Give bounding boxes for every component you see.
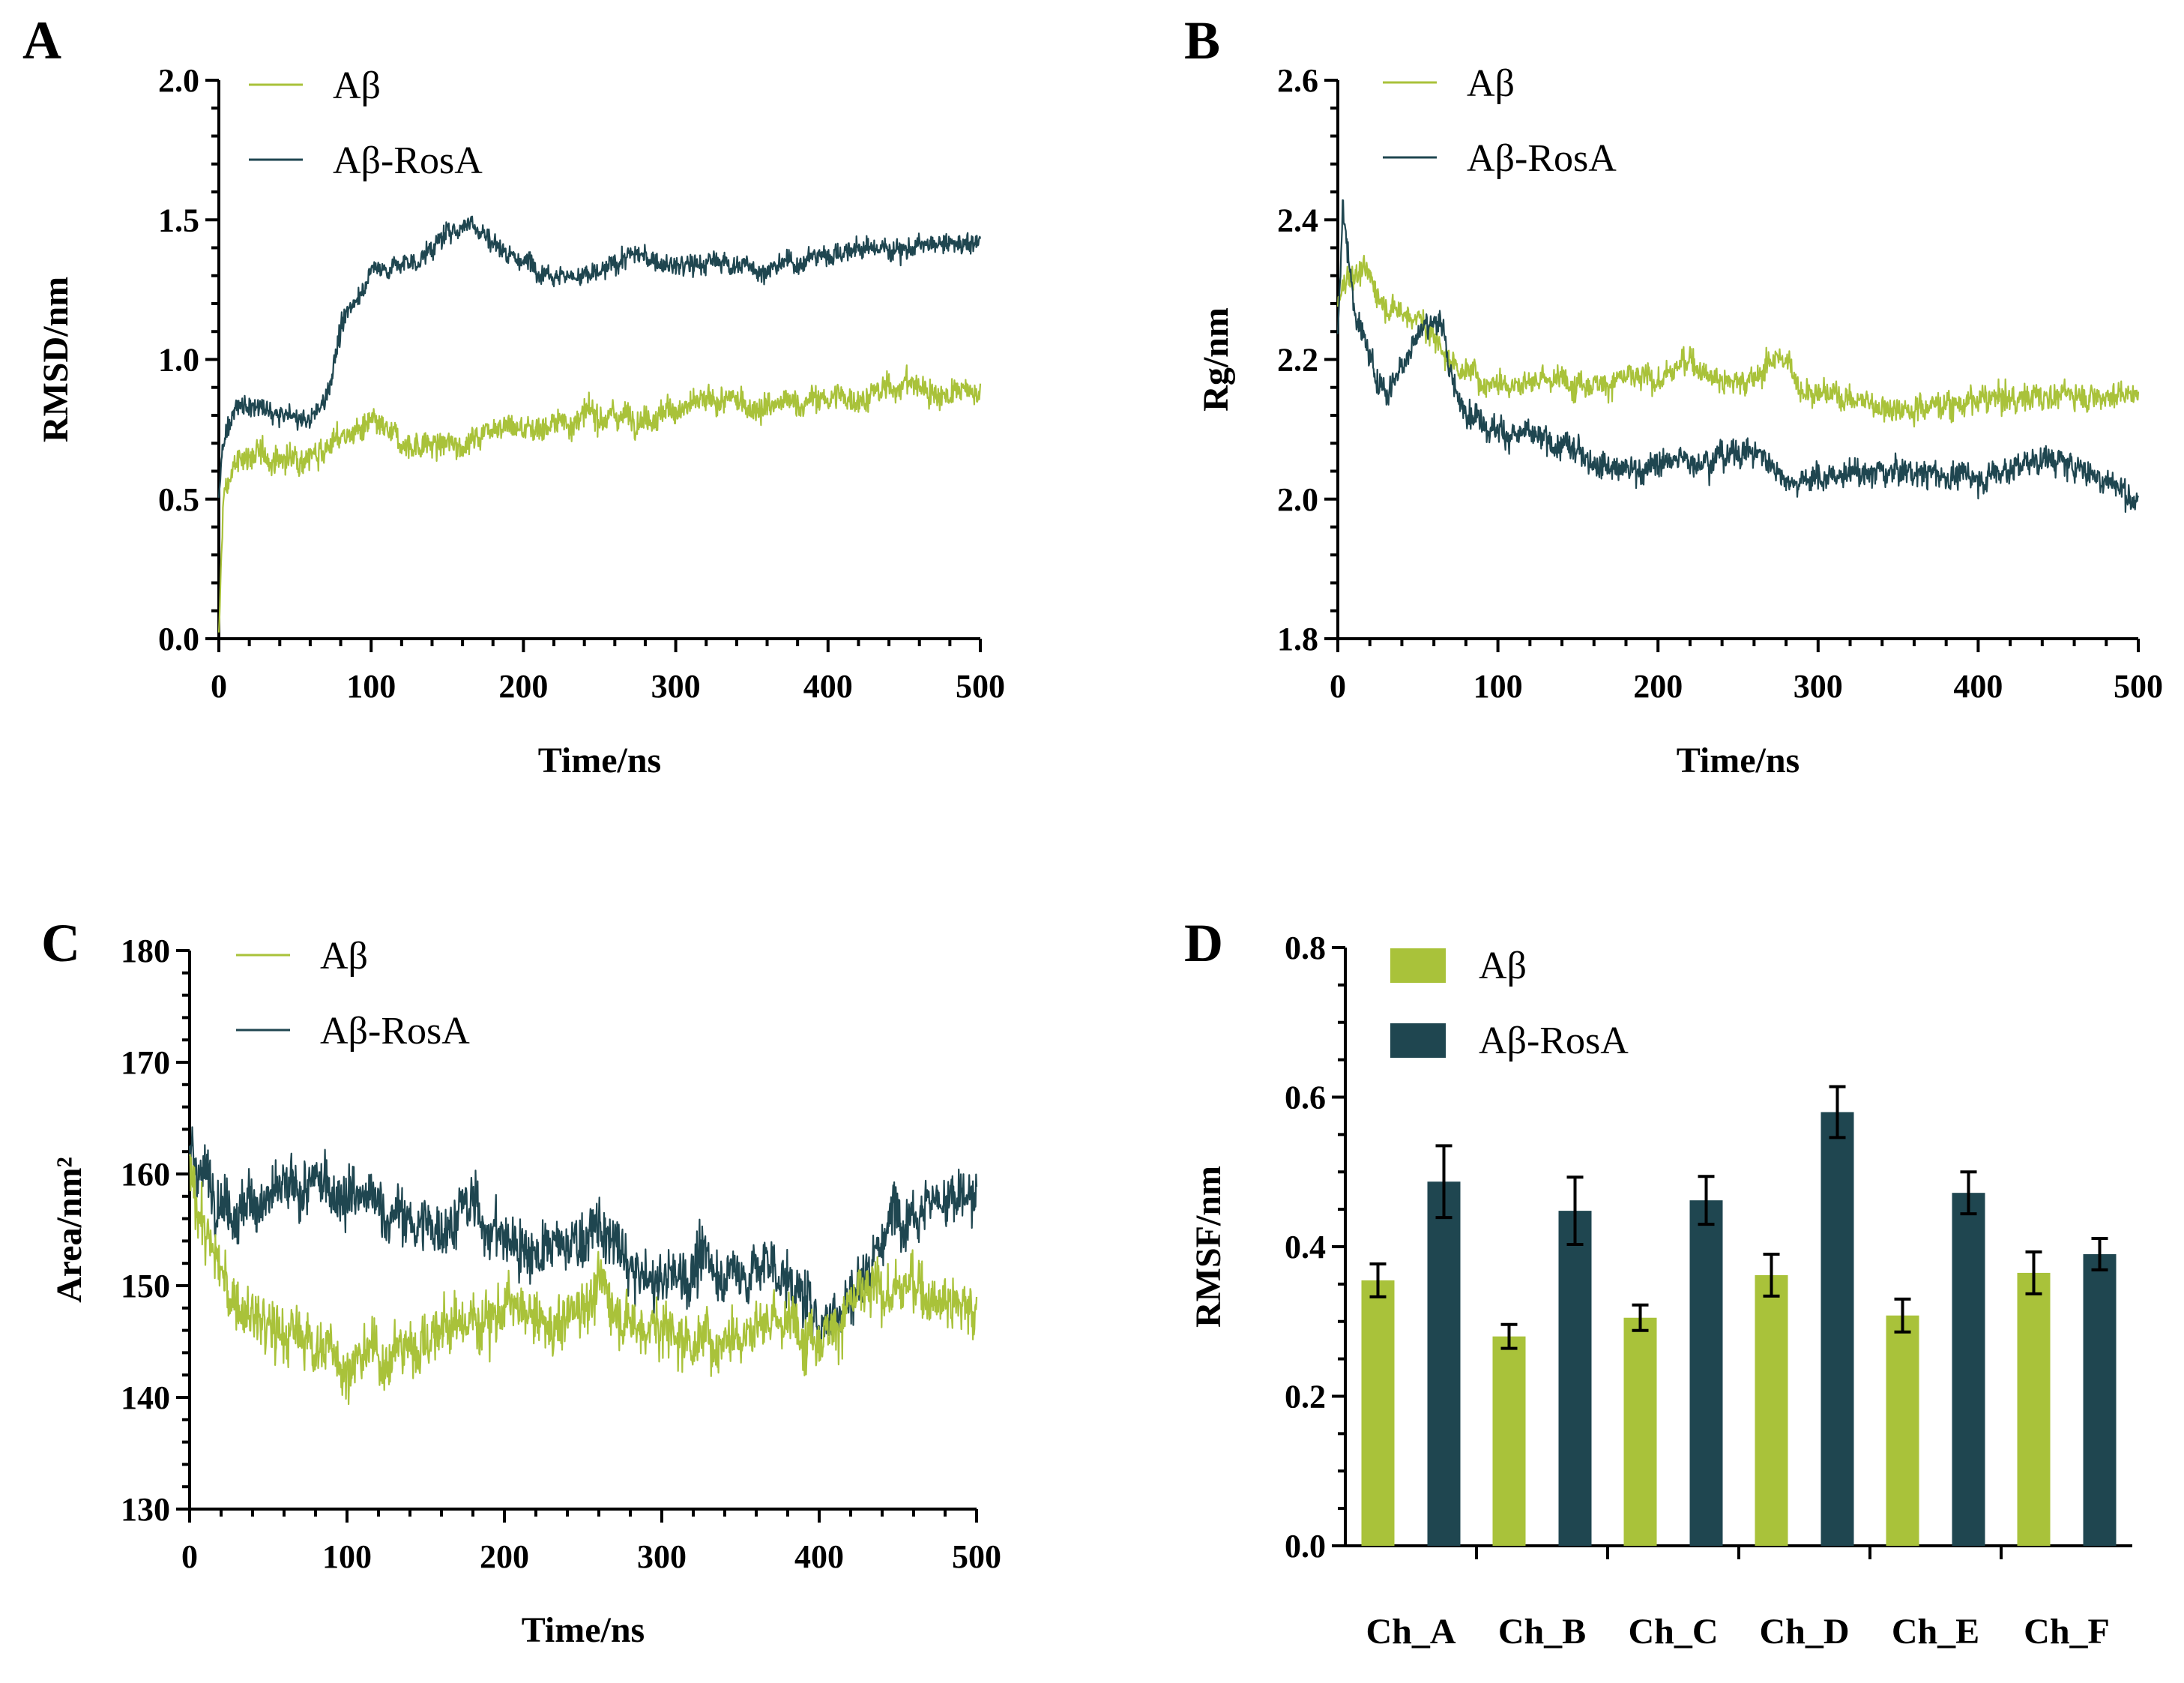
y-tick-label: 0.4 bbox=[1285, 1229, 1326, 1265]
bar-ab bbox=[1361, 1280, 1395, 1546]
legend-label: Aβ bbox=[1467, 62, 1515, 105]
bar-ab-rosa bbox=[1427, 1181, 1461, 1546]
x-tick-label: 100 bbox=[322, 1538, 372, 1575]
x-axis-title: Time/ns bbox=[1677, 741, 1800, 780]
y-axis-title: RMSD/nm bbox=[36, 277, 76, 442]
bar-ab bbox=[2017, 1272, 2051, 1546]
legend-label: Aβ-RosA bbox=[1479, 1020, 1629, 1062]
bar-ab-rosa bbox=[1689, 1200, 1723, 1546]
bar-ab bbox=[1623, 1317, 1657, 1546]
legend-label: Aβ bbox=[1479, 945, 1527, 987]
panel-letter: C bbox=[41, 913, 80, 973]
y-tick-label: 0.5 bbox=[158, 481, 199, 518]
legend-label: Aβ-RosA bbox=[333, 139, 483, 182]
x-tick-label: 100 bbox=[1473, 668, 1523, 705]
y-tick-label: 0.0 bbox=[1285, 1528, 1326, 1565]
bar-ab-rosa bbox=[2083, 1253, 2117, 1546]
panel-letter: D bbox=[1184, 913, 1223, 973]
x-category-label: Ch_E bbox=[1892, 1612, 1979, 1652]
panel-A: A 0.0 0.5 1.0 1.5 2.0 RMSD/nm 0 100 200 300 400 500 T… bbox=[22, 10, 1005, 780]
x-tick-label: 100 bbox=[346, 668, 396, 705]
series-line-ab bbox=[1336, 254, 2140, 428]
legend-label: Aβ bbox=[333, 64, 381, 107]
bar-ab-rosa bbox=[1558, 1211, 1592, 1546]
legend-label: Aβ bbox=[320, 935, 368, 978]
x-tick-label: 500 bbox=[952, 1538, 1001, 1575]
y-tick-label: 170 bbox=[121, 1044, 170, 1081]
x-tick-label: 500 bbox=[2114, 668, 2163, 705]
bar-ab bbox=[1492, 1336, 1526, 1546]
y-tick-label: 2.4 bbox=[1277, 202, 1318, 238]
y-tick-label: 150 bbox=[121, 1268, 170, 1304]
y-tick-label: 180 bbox=[121, 933, 170, 969]
legend-swatch bbox=[1390, 948, 1446, 983]
x-category-label: Ch_F bbox=[2024, 1612, 2110, 1652]
x-category-label: Ch_C bbox=[1628, 1612, 1718, 1652]
y-tick-label: 0.0 bbox=[158, 621, 199, 657]
y-tick-label: 2.6 bbox=[1277, 62, 1318, 99]
bar-ab bbox=[1755, 1274, 1788, 1546]
y-tick-label: 1.8 bbox=[1277, 621, 1318, 657]
legend-label: Aβ-RosA bbox=[1467, 137, 1617, 180]
y-tick-label: 2.0 bbox=[158, 62, 199, 99]
y-tick-label: 1.5 bbox=[158, 202, 199, 238]
panel-D: D 0.0 0.2 0.4 0.6 0.8 RMSF/nm Ch_A Ch_B Ch_C Ch_D C… bbox=[1184, 913, 2132, 1652]
y-tick-label: 0.6 bbox=[1285, 1080, 1326, 1116]
x-tick-label: 300 bbox=[651, 668, 701, 705]
panel-letter: A bbox=[22, 10, 61, 70]
x-tick-label: 400 bbox=[803, 668, 853, 705]
x-tick-label: 0 bbox=[1330, 668, 1346, 705]
y-tick-label: 140 bbox=[121, 1379, 170, 1416]
series-line-ab-rosa bbox=[217, 215, 982, 498]
y-tick-label: 0.2 bbox=[1285, 1379, 1326, 1415]
bar-ab-rosa bbox=[1952, 1193, 1985, 1546]
x-axis-title: Time/ns bbox=[538, 741, 661, 780]
x-category-label: Ch_D bbox=[1759, 1612, 1849, 1652]
x-tick-label: 300 bbox=[1794, 668, 1843, 705]
x-category-label: Ch_A bbox=[1366, 1612, 1456, 1652]
x-axis-title: Time/ns bbox=[522, 1610, 645, 1650]
series-line-ab-rosa bbox=[1336, 199, 2140, 514]
x-tick-label: 500 bbox=[956, 668, 1005, 705]
legend-swatch bbox=[1390, 1023, 1446, 1058]
x-tick-label: 0 bbox=[211, 668, 227, 705]
bar-ab-rosa bbox=[1820, 1112, 1854, 1546]
legend-label: Aβ-RosA bbox=[320, 1010, 470, 1053]
panel-B: B 1.8 2.0 2.2 2.4 2.6 Rg/nm 0 100 200 300 400 500 Tim… bbox=[1184, 10, 2163, 780]
y-tick-label: 2.0 bbox=[1277, 481, 1318, 518]
x-tick-label: 200 bbox=[498, 668, 548, 705]
series-line-ab bbox=[217, 364, 982, 633]
y-axis-title: Rg/nm bbox=[1196, 307, 1236, 412]
bar-ab bbox=[1886, 1315, 1919, 1546]
y-tick-label: 2.2 bbox=[1277, 342, 1318, 379]
series-line-ab bbox=[189, 1154, 978, 1406]
x-tick-label: 400 bbox=[1953, 668, 2003, 705]
x-tick-label: 300 bbox=[637, 1538, 687, 1575]
y-tick-label: 160 bbox=[121, 1156, 170, 1193]
y-tick-label: 1.0 bbox=[158, 342, 199, 379]
x-tick-label: 0 bbox=[181, 1538, 198, 1575]
y-tick-label: 130 bbox=[121, 1491, 170, 1528]
panel-letter: B bbox=[1184, 10, 1220, 70]
x-tick-label: 400 bbox=[794, 1538, 844, 1575]
y-tick-label: 0.8 bbox=[1285, 930, 1326, 966]
series-line-ab-rosa bbox=[188, 1126, 978, 1350]
x-tick-label: 200 bbox=[480, 1538, 529, 1575]
y-axis-title: RMSF/nm bbox=[1189, 1166, 1228, 1328]
y-axis-title: Area/nm² bbox=[49, 1157, 89, 1303]
panel-C: C 130 140 150 160 170 180 Area/nm² 0 100 200 300 400… bbox=[41, 913, 1001, 1650]
x-tick-label: 200 bbox=[1633, 668, 1683, 705]
x-category-label: Ch_B bbox=[1498, 1612, 1586, 1652]
